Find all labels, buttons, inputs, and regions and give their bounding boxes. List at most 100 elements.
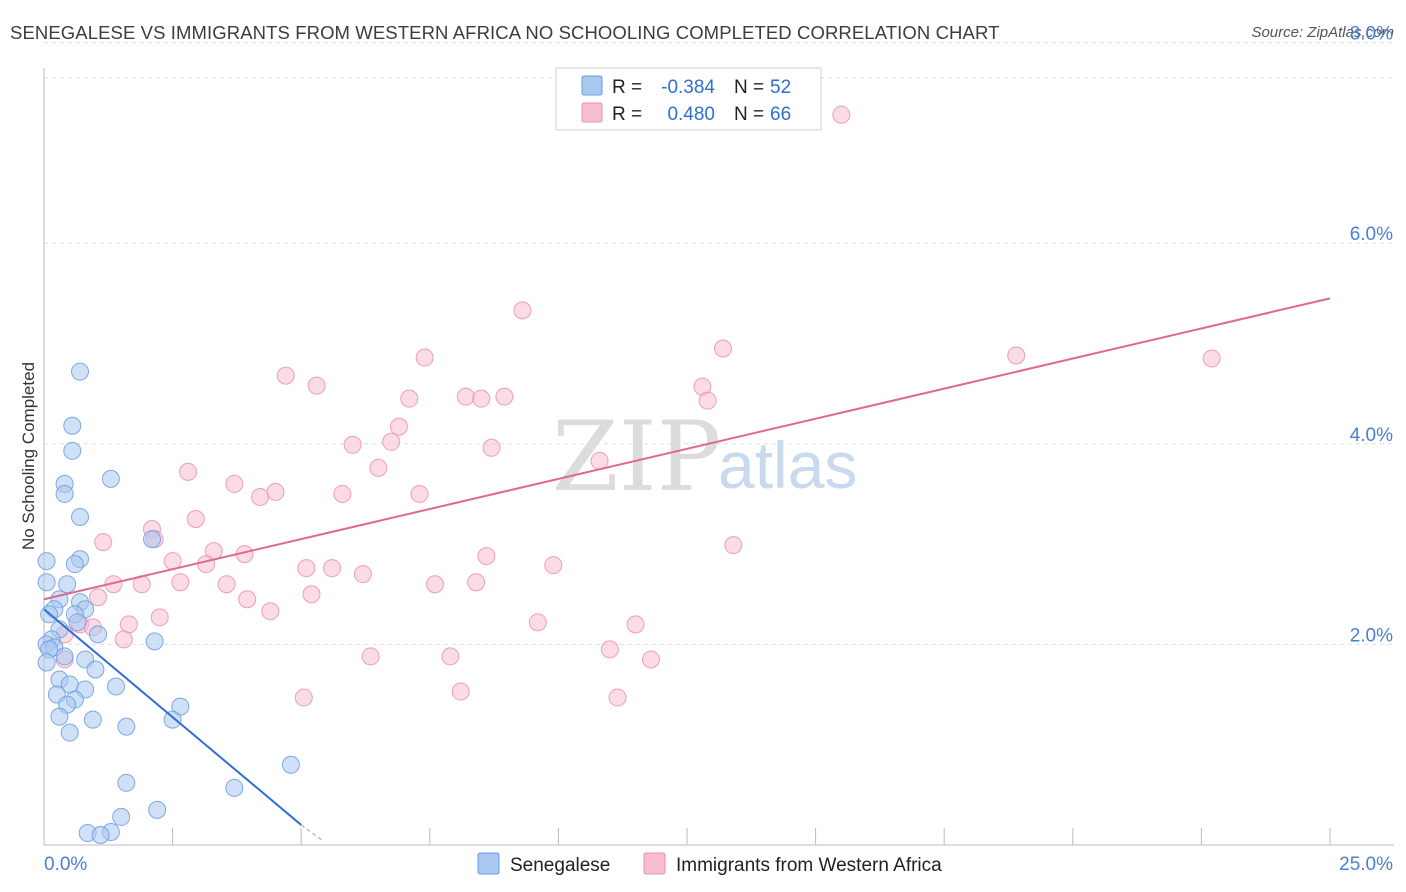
immigrants-point-12 [400,389,419,408]
senegalese-point-11 [37,573,56,592]
x-tick-label-1: 25.0% [1339,854,1393,875]
senegalese-point-34 [107,677,126,696]
senegalese-point-40 [83,710,102,729]
senegalese-point-25 [145,632,164,651]
immigrants-point-54 [119,615,138,634]
senegalese-point-48 [112,807,131,826]
immigrants-point-36 [544,556,563,575]
immigrants-point-48 [238,590,257,609]
immigrants-point-20 [179,462,198,481]
bottom-legend-label-senegalese: Senegalese [510,855,610,876]
senegalese-point-30 [86,660,105,679]
y-axis-label: No Schooling Completed [19,362,38,550]
senegalese-point-1 [63,416,82,435]
immigrants-point-21 [225,474,244,493]
senegalese-point-45 [117,773,136,792]
immigrants-trend-line [43,297,1331,601]
legend-r-value-1: -0.384 [661,77,715,98]
legend-n-label-1: N = [734,77,764,98]
watermark-atlas: atlas [718,428,857,502]
immigrants-point-11 [472,389,491,408]
senegalese-point-21 [89,625,108,644]
source-label: Source: ZipAtlas.com [1251,24,1394,41]
senegalese-point-3 [101,469,120,488]
immigrants-point-30 [724,536,743,555]
senegalese-point-0 [71,362,90,381]
immigrants-point-22 [266,482,285,501]
senegalese-point-51 [91,825,110,844]
immigrants-point-0 [832,105,851,124]
bottom-legend-swatch-immigrants [643,852,666,875]
watermark-zip: ZIP [552,401,721,513]
senegalese-point-41 [163,710,182,729]
immigrants-point-38 [323,559,342,578]
bottom-legend-label-immigrants: Immigrants from Western Africa [676,855,942,876]
immigrants-point-13 [698,391,717,410]
tick-labels: 2.0% 4.0% 6.0% 8.0% 0.0% 25.0% [44,24,1393,875]
series-senegalese-points [37,362,300,844]
senegalese-point-47 [148,800,167,819]
immigrants-point-14 [389,417,408,436]
immigrants-point-52 [528,613,547,632]
senegalese-point-19 [68,613,87,632]
legend-n-value-2: 66 [770,104,791,125]
legend-r-label-1: R = [612,77,642,98]
series-legend: Senegalese Immigrants from Western Afric… [477,852,942,876]
senegalese-point-5 [55,484,74,503]
legend-swatch-blue [581,75,603,96]
immigrants-point-46 [302,585,321,604]
senegalese-point-2 [63,441,82,460]
series-immigrants-points [55,105,1221,707]
senegalese-point-42 [60,723,79,742]
y-tick-label-1: 4.0% [1350,425,1393,446]
immigrants-point-25 [410,484,429,503]
senegalese-point-28 [37,653,56,672]
immigrants-point-7 [307,376,326,395]
legend-r-label-2: R = [612,104,642,125]
y-tick-label-2: 6.0% [1350,224,1393,245]
immigrants-point-63 [451,682,470,701]
axes [43,68,1394,846]
immigrants-point-56 [114,630,133,649]
immigrants-point-47 [89,588,108,607]
immigrants-point-65 [608,688,627,707]
immigrants-point-3 [415,348,434,367]
legend-n-value-1: 52 [770,77,791,98]
immigrants-point-64 [294,688,313,707]
immigrants-point-39 [353,565,372,584]
correlation-legend: R = -0.384 N = 52 R = 0.480 N = 66 [555,67,822,131]
legend-n-label-2: N = [734,104,764,125]
immigrants-point-33 [477,547,496,566]
senegalese-point-27 [55,647,74,666]
legend-r-value-2: 0.480 [667,104,715,125]
immigrants-point-23 [251,487,270,506]
immigrants-point-1 [513,301,532,320]
immigrants-point-45 [467,573,486,592]
senegalese-point-12 [58,575,77,594]
immigrants-point-24 [333,484,352,503]
immigrants-point-43 [217,575,236,594]
senegalese-point-7 [143,530,162,549]
immigrants-point-5 [1202,349,1221,368]
immigrants-point-10 [495,387,514,406]
immigrants-point-37 [297,559,316,578]
immigrants-point-49 [261,602,280,621]
immigrants-point-6 [276,366,295,385]
x-minor-ticks [43,828,1331,845]
senegalese-point-46 [225,778,244,797]
immigrants-point-2 [714,339,733,358]
immigrants-point-18 [590,451,609,470]
immigrants-point-19 [369,458,388,477]
immigrants-point-60 [441,647,460,666]
senegalese-trend-extension [300,824,323,841]
immigrants-point-4 [1007,346,1026,365]
immigrants-point-26 [186,510,205,529]
immigrants-point-50 [150,608,169,627]
immigrants-point-61 [641,650,660,669]
watermark: ZIP atlas [552,401,857,513]
immigrants-point-35 [197,555,216,574]
immigrants-point-9 [456,387,475,406]
immigrants-point-16 [343,435,362,454]
immigrants-point-58 [600,640,619,659]
